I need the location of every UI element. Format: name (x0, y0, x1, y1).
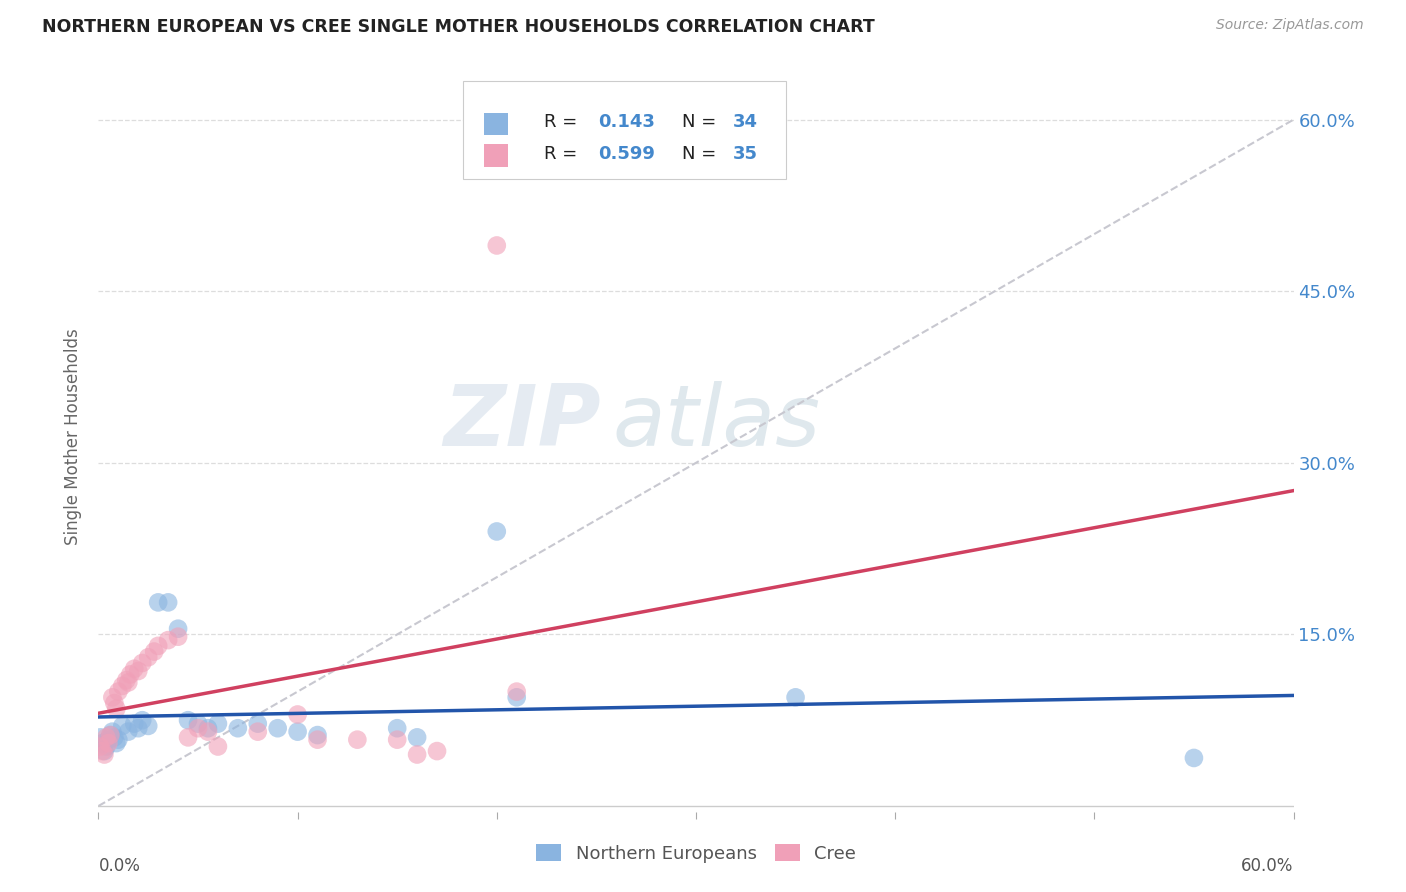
Text: N =: N = (682, 113, 721, 131)
Point (246, 716, 269, 731)
Text: 0.143: 0.143 (598, 113, 655, 131)
Point (506, 684, 529, 698)
Text: ZIP: ZIP (443, 381, 600, 464)
Point (103, 731, 125, 745)
Point (207, 716, 229, 731)
Point (157, 595, 180, 609)
Point (406, 747, 429, 762)
Text: 34: 34 (733, 113, 758, 131)
Point (143, 644, 166, 658)
Point (485, 238, 508, 252)
Point (98, 728, 122, 742)
Point (426, 744, 449, 758)
Bar (485, 112, 508, 135)
Point (124, 716, 146, 731)
Point (207, 739, 229, 754)
Text: R =: R = (544, 113, 583, 131)
Text: NORTHERN EUROPEAN VS CREE SINGLE MOTHER HOUSEHOLDS CORRELATION CHART: NORTHERN EUROPEAN VS CREE SINGLE MOTHER … (42, 18, 875, 36)
Point (187, 716, 209, 731)
Point (307, 728, 329, 742)
Text: 35: 35 (733, 145, 758, 163)
Text: R =: R = (544, 145, 583, 163)
Point (226, 721, 249, 735)
Bar (485, 145, 508, 167)
Point (117, 675, 139, 690)
Point (148, 639, 170, 653)
Point (506, 690, 529, 705)
Point (115, 673, 138, 688)
Point (187, 721, 209, 735)
Point (267, 721, 290, 735)
Point (127, 664, 149, 678)
Point (157, 633, 180, 648)
Point (127, 721, 149, 735)
Point (131, 656, 153, 670)
Point (103, 696, 125, 710)
Point (167, 622, 190, 636)
Text: atlas: atlas (613, 381, 820, 464)
Point (120, 667, 142, 681)
Point (246, 724, 269, 739)
Point (1182, 751, 1205, 765)
Point (131, 713, 153, 727)
Point (307, 732, 329, 747)
Point (107, 732, 129, 747)
Point (101, 690, 124, 705)
Point (105, 702, 128, 716)
Legend: Northern Europeans, Cree: Northern Europeans, Cree (529, 837, 863, 870)
Text: 60.0%: 60.0% (1241, 856, 1294, 875)
Point (117, 724, 139, 739)
Point (93, 744, 115, 758)
Point (136, 650, 159, 665)
Point (785, 690, 807, 705)
Point (177, 713, 200, 727)
Point (101, 724, 124, 739)
Text: 0.0%: 0.0% (98, 856, 141, 875)
Point (197, 724, 219, 739)
Point (91, 736, 114, 750)
Point (105, 736, 128, 750)
Point (93, 747, 115, 762)
Point (89, 739, 111, 754)
Text: 0.599: 0.599 (598, 145, 655, 163)
Point (346, 732, 368, 747)
Point (385, 721, 409, 735)
Point (97, 732, 120, 747)
Point (91, 744, 114, 758)
Point (197, 721, 219, 735)
Point (167, 630, 190, 644)
Point (124, 662, 146, 676)
Point (111, 679, 134, 693)
Point (107, 684, 129, 698)
Point (96, 739, 118, 754)
Text: N =: N = (682, 145, 721, 163)
Point (177, 731, 200, 745)
Point (136, 719, 159, 733)
Point (89, 731, 111, 745)
Point (111, 719, 134, 733)
Point (287, 707, 309, 722)
Point (406, 731, 429, 745)
Text: Source: ZipAtlas.com: Source: ZipAtlas.com (1216, 18, 1364, 32)
Point (98, 728, 122, 742)
Point (96, 731, 118, 745)
Point (97, 736, 120, 750)
FancyBboxPatch shape (463, 81, 786, 178)
Y-axis label: Single Mother Households: Single Mother Households (65, 329, 83, 545)
Point (385, 732, 409, 747)
Point (485, 524, 508, 539)
Point (148, 595, 170, 609)
Point (287, 724, 309, 739)
